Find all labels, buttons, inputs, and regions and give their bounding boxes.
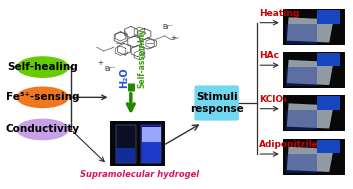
Text: +: + bbox=[97, 60, 103, 66]
Bar bbox=[317, 53, 340, 66]
Text: Br⁻: Br⁻ bbox=[162, 24, 174, 30]
Text: Br⁻: Br⁻ bbox=[105, 66, 116, 72]
Text: Heating: Heating bbox=[259, 9, 299, 18]
Bar bbox=[283, 52, 345, 88]
Bar bbox=[142, 127, 161, 142]
Bar bbox=[317, 10, 340, 24]
Polygon shape bbox=[287, 17, 334, 43]
Text: Adiponitrile: Adiponitrile bbox=[259, 140, 319, 149]
Polygon shape bbox=[287, 147, 334, 172]
Bar bbox=[141, 125, 161, 163]
Bar bbox=[317, 140, 340, 153]
Ellipse shape bbox=[16, 86, 69, 108]
Bar bbox=[142, 142, 161, 163]
Bar bbox=[317, 96, 340, 110]
Bar bbox=[116, 148, 135, 163]
Text: Self-healing: Self-healing bbox=[7, 62, 78, 72]
Text: Fe³⁺-sensing: Fe³⁺-sensing bbox=[6, 92, 79, 102]
Bar bbox=[283, 95, 345, 131]
Bar bbox=[110, 121, 165, 166]
Text: H₂O: H₂O bbox=[119, 67, 129, 88]
Bar bbox=[283, 9, 345, 45]
Bar bbox=[286, 110, 317, 130]
Text: Stimuli
response: Stimuli response bbox=[190, 92, 244, 114]
Ellipse shape bbox=[16, 119, 69, 140]
Bar bbox=[286, 67, 317, 86]
Ellipse shape bbox=[16, 56, 69, 78]
Text: Self-assembly: Self-assembly bbox=[138, 28, 146, 88]
Polygon shape bbox=[287, 60, 334, 85]
Bar bbox=[286, 153, 317, 173]
Text: HAc: HAc bbox=[259, 51, 279, 60]
Bar bbox=[115, 125, 136, 163]
Bar bbox=[283, 139, 345, 175]
Text: KClO₄: KClO₄ bbox=[259, 95, 287, 104]
Text: Conductivity: Conductivity bbox=[6, 125, 80, 134]
Polygon shape bbox=[287, 103, 334, 129]
Bar bbox=[286, 24, 317, 44]
FancyBboxPatch shape bbox=[195, 85, 239, 121]
Text: Supramolecular hydrogel: Supramolecular hydrogel bbox=[80, 170, 199, 179]
Text: +: + bbox=[170, 35, 176, 41]
